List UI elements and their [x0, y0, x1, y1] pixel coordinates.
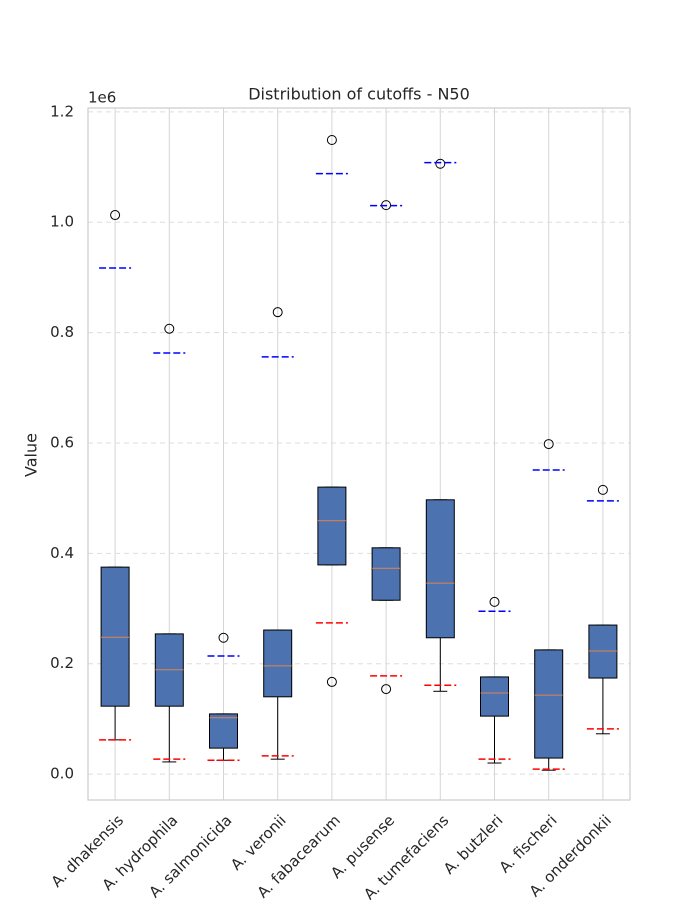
box [317, 486, 347, 566]
outlier [218, 632, 229, 643]
box [425, 499, 455, 639]
outlier [543, 439, 554, 450]
box [480, 676, 509, 717]
y-tick-label: 0.6 [50, 433, 74, 451]
chart-title: Distribution of cutoffs - N50 [248, 85, 470, 104]
y-tick-label: 0.4 [50, 544, 74, 562]
outlier [272, 307, 283, 318]
offset-label: 1e6 [88, 89, 116, 107]
box [371, 547, 401, 601]
box [100, 566, 130, 707]
y-tick-label: 0.8 [50, 323, 74, 341]
outlier [326, 135, 337, 146]
box [534, 649, 564, 759]
y-tick-label: 0.0 [50, 765, 74, 783]
plot-frame [87, 107, 631, 801]
y-tick-label: 0.2 [50, 654, 74, 672]
box [263, 629, 293, 698]
outlier [164, 323, 175, 334]
outlier [326, 676, 337, 687]
outlier [435, 158, 446, 169]
outlier [110, 210, 121, 221]
y-tick-label: 1.0 [50, 213, 74, 231]
outlier [489, 596, 500, 607]
box [209, 713, 238, 749]
box [588, 624, 618, 679]
y-axis-label: Value [22, 433, 41, 477]
outlier [597, 484, 608, 495]
y-tick-label: 1.2 [50, 102, 74, 120]
outlier [381, 684, 392, 695]
